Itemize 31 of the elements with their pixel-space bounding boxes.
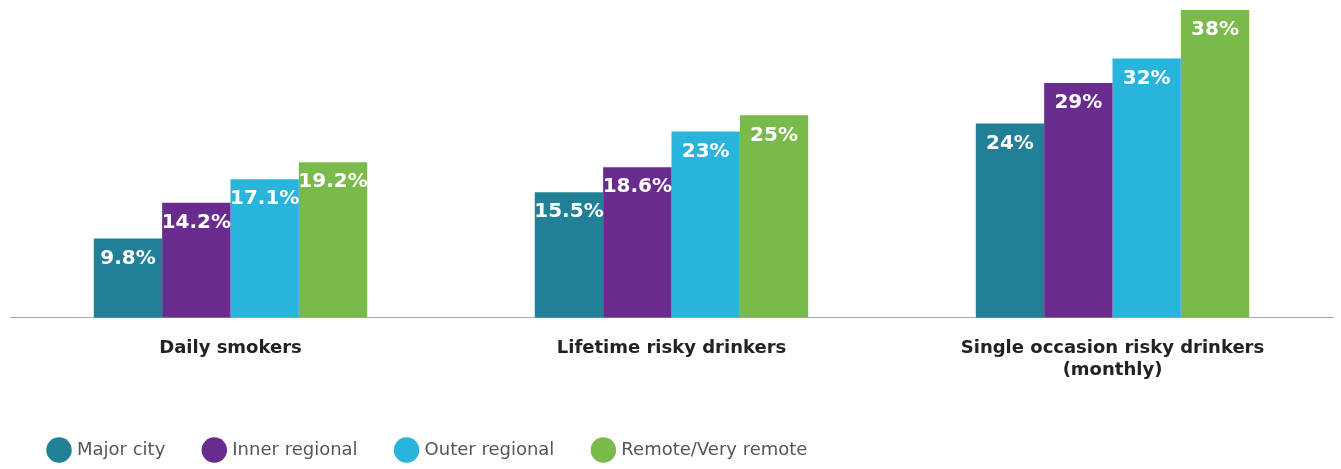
x-tick-label: Daily smokers (159, 336, 302, 358)
bar (739, 115, 809, 318)
data-label: 23% (681, 137, 730, 162)
data-label: 24% (986, 129, 1034, 154)
data-label: 29% (1054, 89, 1103, 114)
bar (162, 202, 231, 318)
bar (1112, 58, 1181, 318)
legend-label: Major city (77, 437, 166, 459)
data-label: 32% (1122, 64, 1171, 89)
data-label: 38% (1191, 16, 1239, 41)
bar (1180, 10, 1250, 318)
legend-label: Remote/Very remote (621, 437, 808, 459)
bar (603, 167, 672, 318)
bar (230, 179, 299, 318)
data-label: 19.2% (298, 168, 368, 193)
data-label: 9.8% (100, 244, 156, 269)
bar (975, 123, 1045, 318)
data-label: 17.1% (229, 185, 300, 210)
bar (534, 192, 604, 318)
x-tick-label: Single occasion risky drinkers (monthly) (960, 336, 1265, 379)
data-label: 18.6% (602, 173, 673, 198)
data-label: 14.2% (161, 208, 232, 233)
x-tick-label: Lifetime risky drinkers (556, 336, 787, 358)
bar (671, 131, 740, 318)
bar (1044, 82, 1113, 318)
data-label: 25% (750, 121, 798, 146)
legend-label: Outer regional (424, 437, 555, 459)
legend-label: Inner regional (232, 437, 358, 459)
bar (298, 162, 368, 318)
bar (93, 238, 163, 318)
data-label: 15.5% (534, 198, 604, 223)
